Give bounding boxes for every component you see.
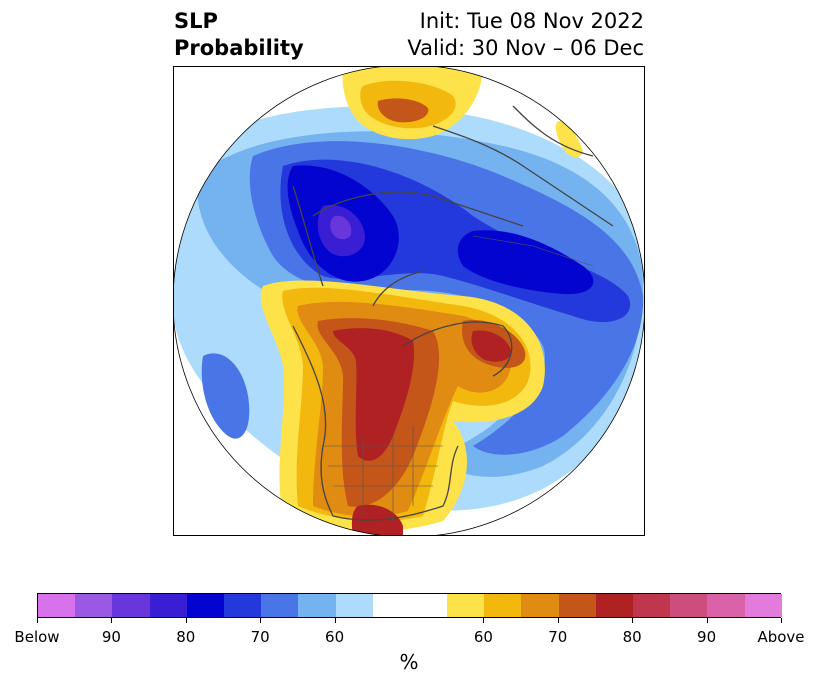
colorbar-unit: % — [399, 650, 419, 674]
colorbar-tick — [557, 618, 559, 623]
colorbar-segment — [670, 594, 708, 617]
colorbar-segment — [633, 594, 671, 617]
colorbar-segment — [707, 594, 745, 617]
colorbar-tick — [260, 618, 262, 623]
colorbar-tick-label: 80 — [176, 628, 196, 646]
below-90-core-east — [457, 230, 594, 295]
colorbar-segment — [186, 594, 224, 617]
colorbar-segment — [744, 594, 782, 617]
colorbar-segment — [38, 594, 76, 617]
below-peak — [330, 215, 352, 240]
map-panel — [173, 66, 645, 536]
colorbar-segment — [261, 594, 299, 617]
colorbar — [37, 593, 782, 618]
colorbar-tick-label: 60 — [325, 628, 345, 646]
coastlines — [292, 105, 614, 521]
colorbar-segment — [75, 594, 113, 617]
above-60-ne — [555, 121, 583, 158]
above-90-east — [471, 330, 511, 362]
above-90-main — [333, 328, 415, 461]
colorbar-segment — [112, 594, 150, 617]
probability-map — [173, 66, 645, 536]
colorbar-tick-label: 80 — [622, 628, 642, 646]
colorbar-segment — [558, 594, 596, 617]
colorbar-tick-label: 90 — [101, 628, 121, 646]
title-line-2: Probability — [174, 36, 304, 60]
chart-title: SLP Probability — [174, 8, 304, 62]
colorbar-tick — [111, 618, 113, 623]
colorbar-tick — [334, 618, 336, 623]
colorbar-segment — [595, 594, 634, 617]
colorbar-segment — [484, 594, 522, 617]
colorbar-tick-label: 60 — [473, 628, 493, 646]
probability-field — [173, 66, 645, 536]
colorbar-tick-label: Below — [14, 628, 60, 646]
colorbar-segment — [223, 594, 262, 617]
colorbar-segment — [447, 594, 485, 617]
borders — [323, 85, 634, 521]
colorbar-tick — [483, 618, 485, 623]
above-80-north — [377, 98, 429, 123]
colorbar-tick — [185, 618, 187, 623]
colorbar-segment — [335, 594, 373, 617]
colorbar-segment — [372, 594, 448, 617]
below-80-band-west — [201, 353, 250, 439]
date-info: Init: Tue 08 Nov 2022 Valid: 30 Nov – 06… — [407, 8, 644, 62]
colorbar-segment — [298, 594, 336, 617]
title-line-1: SLP — [174, 9, 218, 33]
colorbar-tick — [781, 618, 782, 623]
colorbar-tick-label: 70 — [548, 628, 568, 646]
colorbar-segment — [149, 594, 187, 617]
colorbar-tick — [632, 618, 634, 623]
colorbar-tick — [706, 618, 708, 623]
colorbar-segment — [521, 594, 559, 617]
colorbar-tick — [37, 618, 38, 623]
colorbar-tick-label: Above — [757, 628, 805, 646]
colorbar-tick-label: 70 — [250, 628, 270, 646]
colorbar-tick-label: 90 — [697, 628, 717, 646]
init-date: Init: Tue 08 Nov 2022 — [419, 9, 644, 33]
valid-range: Valid: 30 Nov – 06 Dec — [407, 36, 644, 60]
